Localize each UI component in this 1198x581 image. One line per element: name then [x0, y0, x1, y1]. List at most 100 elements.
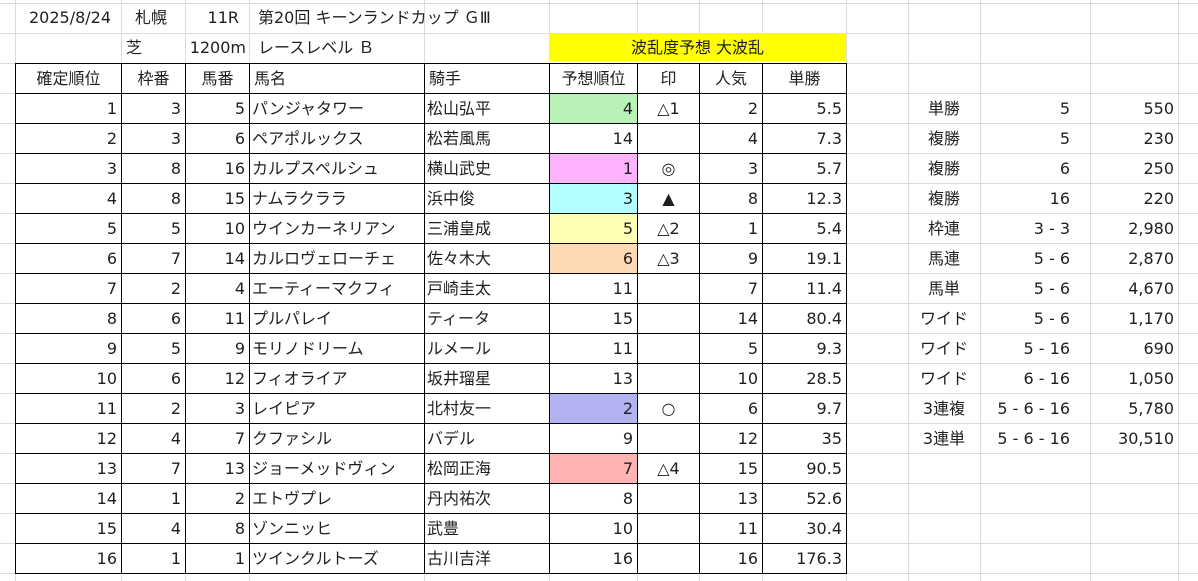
cell-pred[interactable]: 7 — [550, 454, 637, 483]
cell-odds[interactable]: 176.3 — [796, 548, 842, 568]
cell-pred[interactable]: 11 — [612, 338, 633, 358]
cell-pop[interactable]: 8 — [747, 188, 758, 208]
cell-pred[interactable]: 6 — [550, 244, 637, 273]
payout-type[interactable]: ワイド — [919, 368, 968, 388]
cell-frame[interactable]: 4 — [170, 428, 181, 448]
payout-amount[interactable]: 5,780 — [1128, 398, 1174, 418]
cell-pop[interactable]: 10 — [737, 368, 758, 388]
cell-pop[interactable]: 1 — [747, 218, 758, 238]
payout-combo[interactable]: 6 - 16 — [1023, 368, 1070, 388]
cell-frame[interactable]: 4 — [170, 518, 181, 538]
cell-jockey[interactable]: バデル — [427, 428, 476, 448]
cell-odds[interactable]: 7.3 — [816, 128, 842, 148]
cell-odds[interactable]: 28.5 — [806, 368, 842, 388]
cell-horse[interactable]: エトヴプレ — [252, 488, 333, 508]
cell-frame[interactable]: 3 — [170, 98, 181, 118]
cell-frame[interactable]: 3 — [170, 128, 181, 148]
cell-mark[interactable] — [638, 484, 699, 513]
header-odds[interactable]: 単勝 — [788, 68, 821, 88]
payout-combo[interactable]: 16 — [1049, 188, 1070, 208]
cell-mark[interactable]: △1 — [657, 98, 680, 118]
cell-frame[interactable]: 2 — [170, 398, 181, 418]
cell-number[interactable]: 11 — [224, 308, 245, 328]
cell-mark[interactable] — [638, 514, 699, 543]
cell-mark[interactable] — [638, 124, 699, 153]
cell-number[interactable]: 6 — [234, 128, 245, 148]
cell-pop[interactable]: 7 — [747, 278, 758, 298]
cell-mark[interactable]: △2 — [657, 218, 680, 238]
header-jockey[interactable]: 騎手 — [429, 68, 462, 88]
cell-pred[interactable]: 13 — [612, 368, 633, 388]
cell-pred[interactable]: 16 — [612, 548, 633, 568]
cell-finish[interactable]: 7 — [106, 278, 117, 298]
cell-pred[interactable]: 5 — [550, 214, 637, 243]
cell-frame[interactable]: 6 — [170, 368, 181, 388]
cell-pop[interactable]: 16 — [737, 548, 758, 568]
cell-mark[interactable] — [638, 424, 699, 453]
cell-pop[interactable]: 14 — [737, 308, 758, 328]
header-mark[interactable]: 印 — [660, 68, 677, 88]
cell-jockey[interactable]: 丹内祐次 — [427, 488, 492, 508]
cell-jockey[interactable]: 坂井瑠星 — [427, 368, 492, 388]
payout-combo[interactable]: 5 - 16 — [1023, 338, 1070, 358]
race-surface[interactable]: 芝 — [126, 38, 143, 57]
cell-jockey[interactable]: 横山武史 — [427, 158, 492, 178]
header-frame[interactable]: 枠番 — [137, 68, 170, 88]
payout-combo[interactable]: 5 — [1059, 98, 1070, 118]
cell-jockey[interactable]: ルメール — [427, 338, 492, 358]
cell-odds[interactable]: 90.5 — [806, 458, 842, 478]
cell-horse[interactable]: クファシル — [252, 428, 333, 448]
cell-finish[interactable]: 9 — [106, 338, 117, 358]
cell-odds[interactable]: 12.3 — [806, 188, 842, 208]
payout-amount[interactable]: 1,050 — [1128, 368, 1174, 388]
payout-type[interactable]: 単勝 — [927, 98, 960, 118]
cell-mark[interactable]: ▲ — [662, 188, 675, 208]
cell-pop[interactable]: 9 — [747, 248, 758, 268]
cell-frame[interactable]: 1 — [170, 548, 181, 568]
cell-pred[interactable]: 2 — [550, 394, 637, 423]
cell-number[interactable]: 10 — [224, 218, 245, 238]
cell-horse[interactable]: ナムラクララ — [252, 188, 347, 208]
cell-frame[interactable]: 5 — [170, 338, 181, 358]
payout-type[interactable]: 複勝 — [927, 128, 960, 148]
cell-odds[interactable]: 19.1 — [806, 248, 842, 268]
payout-amount[interactable]: 2,980 — [1128, 218, 1174, 238]
forecast-label[interactable]: 波乱度予想 大波乱 — [630, 38, 765, 57]
cell-pred[interactable]: 3 — [550, 184, 637, 213]
payout-type[interactable]: 複勝 — [927, 188, 960, 208]
header-pred[interactable]: 予想順位 — [561, 68, 626, 88]
payout-type[interactable]: ワイド — [919, 308, 968, 328]
payout-amount[interactable]: 4,670 — [1128, 278, 1174, 298]
cell-frame[interactable]: 7 — [170, 248, 181, 268]
cell-pop[interactable]: 13 — [737, 488, 758, 508]
payout-combo[interactable]: 5 - 6 — [1033, 308, 1070, 328]
race-number[interactable]: 11R — [207, 8, 239, 27]
cell-jockey[interactable]: 佐々木大 — [427, 248, 492, 268]
cell-horse[interactable]: フィオライア — [252, 368, 348, 388]
cell-number[interactable]: 5 — [234, 98, 245, 118]
cell-odds[interactable]: 30.4 — [806, 518, 842, 538]
payout-type[interactable]: 3連単 — [922, 428, 966, 448]
cell-finish[interactable]: 8 — [106, 308, 117, 328]
cell-horse[interactable]: レイピア — [252, 398, 317, 418]
cell-odds[interactable]: 52.6 — [806, 488, 842, 508]
payout-amount[interactable]: 690 — [1143, 338, 1174, 358]
cell-number[interactable]: 16 — [224, 158, 245, 178]
cell-jockey[interactable]: 浜中俊 — [427, 188, 476, 208]
cell-frame[interactable]: 1 — [170, 488, 181, 508]
cell-frame[interactable]: 8 — [170, 158, 181, 178]
payout-type[interactable]: 複勝 — [927, 158, 960, 178]
payout-amount[interactable]: 1,170 — [1128, 308, 1174, 328]
cell-jockey[interactable]: 三浦皇成 — [427, 218, 492, 238]
payout-amount[interactable]: 230 — [1143, 128, 1174, 148]
cell-jockey[interactable]: 松山弘平 — [427, 98, 492, 118]
cell-number[interactable]: 3 — [234, 398, 245, 418]
cell-frame[interactable]: 8 — [170, 188, 181, 208]
cell-pop[interactable]: 2 — [747, 98, 758, 118]
cell-finish[interactable]: 10 — [96, 368, 117, 388]
cell-pred[interactable]: 9 — [622, 428, 633, 448]
cell-horse[interactable]: ツインクルトーズ — [252, 548, 379, 568]
cell-odds[interactable]: 5.5 — [816, 98, 842, 118]
cell-horse[interactable]: モリノドリーム — [252, 338, 364, 358]
cell-finish[interactable]: 5 — [106, 218, 117, 238]
